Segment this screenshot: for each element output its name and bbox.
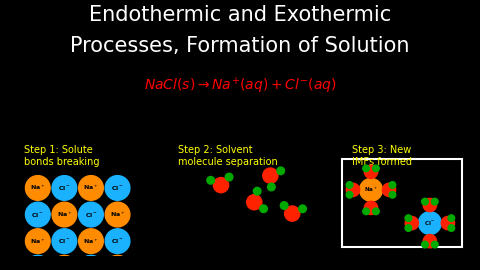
Text: Cl$^-$: Cl$^-$ [31,211,44,218]
Circle shape [389,191,396,198]
Text: Cl$^-$: Cl$^-$ [84,211,97,218]
Text: Na$^+$: Na$^+$ [110,263,125,270]
Text: Na$^+$: Na$^+$ [30,184,46,193]
Text: Cl$^-$: Cl$^-$ [58,184,71,192]
Ellipse shape [52,202,77,227]
Text: Na$^+$: Na$^+$ [364,185,378,194]
Circle shape [423,234,436,248]
Circle shape [432,241,438,248]
Circle shape [419,212,441,234]
Text: Na$^+$: Na$^+$ [57,263,72,270]
Circle shape [253,187,261,195]
Text: $\mathit{NaCl(s) \rightarrow Na^{+}(aq) + Cl^{-}(aq)}$: $\mathit{NaCl(s) \rightarrow Na^{+}(aq) … [144,76,336,96]
Circle shape [260,205,267,212]
Ellipse shape [52,229,77,254]
Circle shape [225,173,233,181]
Circle shape [277,167,285,175]
Ellipse shape [52,255,77,270]
Ellipse shape [79,202,103,227]
Circle shape [448,215,455,221]
Ellipse shape [105,202,130,227]
Text: Na$^+$: Na$^+$ [110,210,125,219]
Text: Step 3: New
IMFs formed: Step 3: New IMFs formed [352,145,412,167]
Ellipse shape [25,229,50,254]
Text: Cl$^-$: Cl$^-$ [424,219,436,227]
Ellipse shape [25,202,50,227]
Circle shape [421,198,428,205]
Circle shape [389,182,396,188]
Text: Endothermic and Exothermic: Endothermic and Exothermic [89,5,391,25]
Circle shape [363,208,370,215]
Ellipse shape [25,255,50,270]
Text: Cl$^-$: Cl$^-$ [58,237,71,245]
Circle shape [263,168,278,183]
Ellipse shape [79,229,103,254]
Text: Cl$^-$: Cl$^-$ [111,237,124,245]
Circle shape [360,178,383,201]
Text: Step 2: Solvent
molecule separation: Step 2: Solvent molecule separation [178,145,278,167]
Circle shape [299,205,306,212]
Ellipse shape [105,255,130,270]
Text: Step 1: Solute
bonds breaking: Step 1: Solute bonds breaking [24,145,99,167]
Circle shape [364,165,378,178]
Circle shape [346,191,353,198]
Circle shape [207,177,215,184]
Text: Na$^+$: Na$^+$ [83,184,99,193]
Text: Cl$^-$: Cl$^-$ [84,264,97,270]
Circle shape [372,208,379,215]
Circle shape [285,206,300,221]
Ellipse shape [105,176,130,200]
Circle shape [364,201,378,215]
Text: Na$^+$: Na$^+$ [83,237,99,246]
Circle shape [347,183,360,197]
Circle shape [214,177,228,193]
Circle shape [405,225,412,231]
Text: Processes, Formation of Solution: Processes, Formation of Solution [70,36,410,56]
Circle shape [372,165,379,172]
Circle shape [280,202,288,209]
Text: Cl$^-$: Cl$^-$ [31,264,44,270]
Ellipse shape [25,176,50,200]
Text: Na$^+$: Na$^+$ [57,210,72,219]
Circle shape [405,217,419,230]
Circle shape [432,198,438,205]
Text: Cl$^-$: Cl$^-$ [111,184,124,192]
Circle shape [423,198,436,212]
Bar [342,160,462,247]
Circle shape [448,225,455,231]
Circle shape [267,183,275,191]
Ellipse shape [105,229,130,254]
Circle shape [247,195,262,210]
Circle shape [441,217,455,230]
Circle shape [421,241,428,248]
Circle shape [363,165,370,172]
Circle shape [383,183,396,197]
Circle shape [346,182,353,188]
Ellipse shape [79,176,103,200]
Text: Na$^+$: Na$^+$ [30,237,46,246]
Ellipse shape [79,255,103,270]
Ellipse shape [52,176,77,200]
Circle shape [405,215,412,221]
